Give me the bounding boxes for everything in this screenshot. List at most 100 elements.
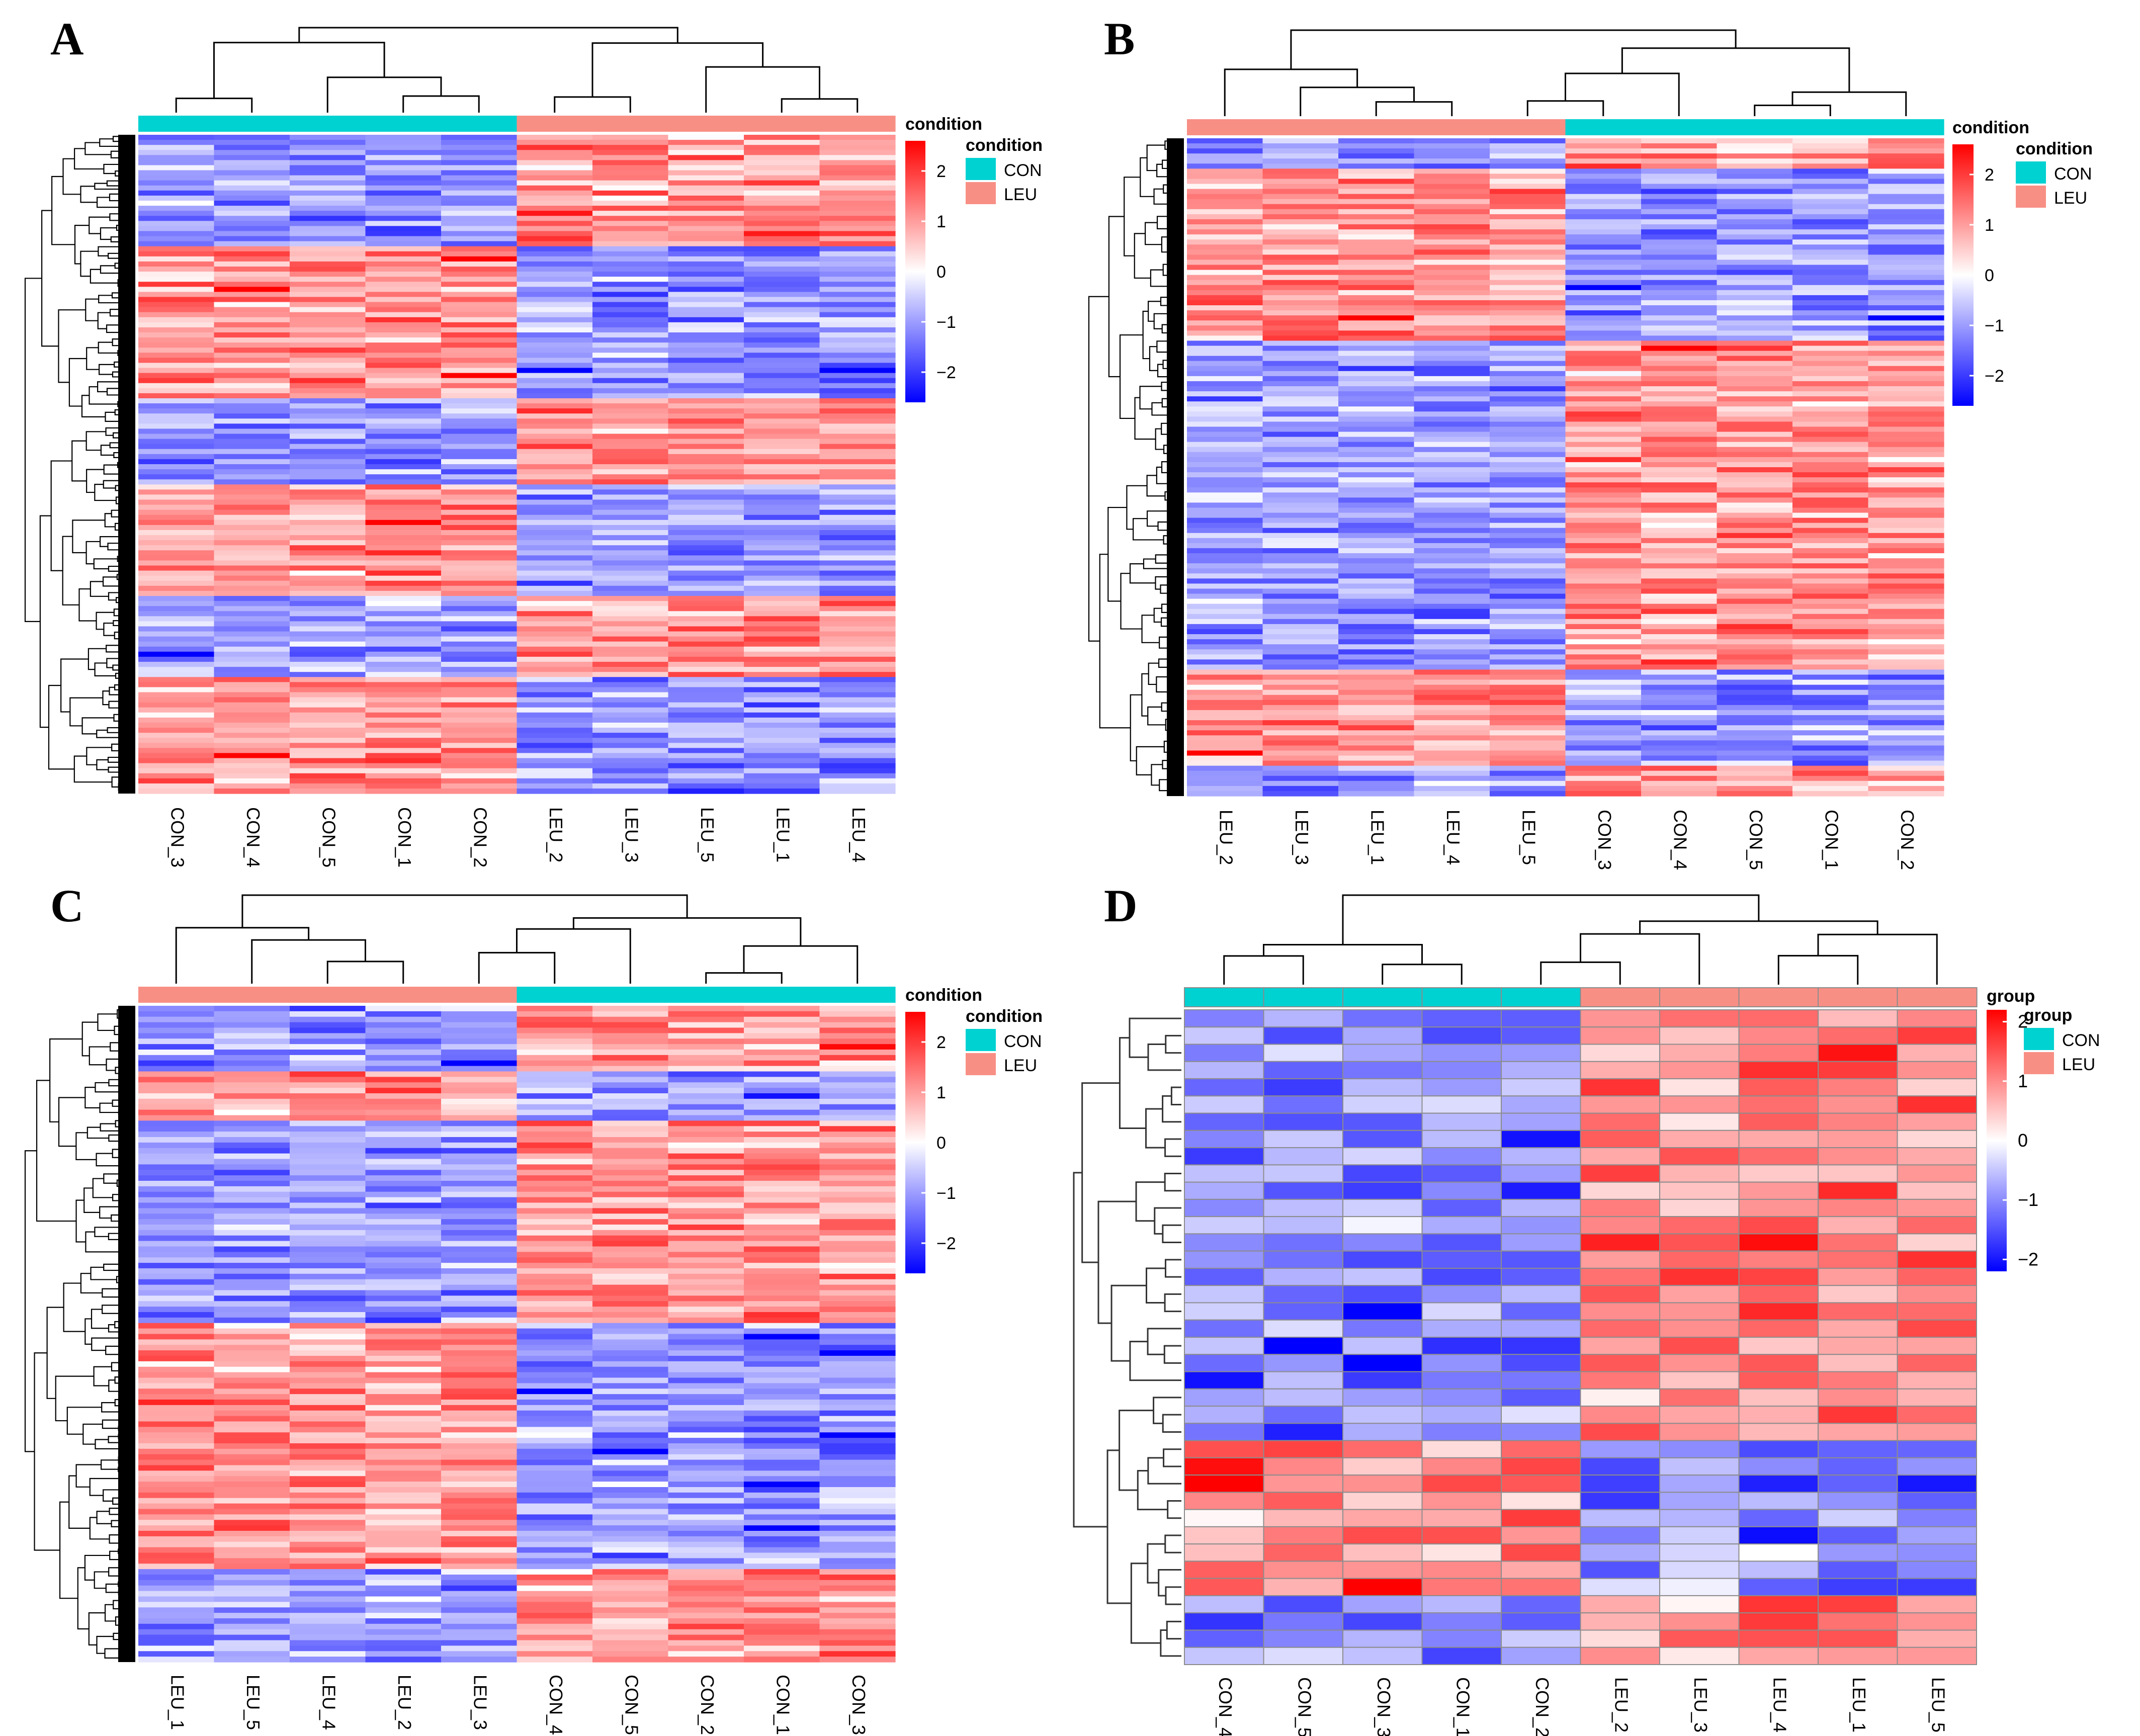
heatmap-cell [668,1345,744,1351]
heatmap-cell [1659,1423,1740,1441]
heatmap-cell [1868,184,1944,190]
heatmap-cell [517,1394,593,1400]
heatmap-cell [138,1027,215,1033]
heatmap-cell [1868,244,1944,250]
heatmap-cell [517,383,593,389]
heatmap-cell [1897,1337,1977,1355]
heatmap-cell [214,1120,290,1126]
heatmap-cell [365,525,442,531]
heatmap-cell [1414,325,1490,331]
heatmap-cell [1717,376,1793,382]
heatmap-cell [138,439,215,445]
heatmap-cell [214,1525,290,1531]
heatmap-cell [668,1470,744,1477]
heatmap-cell [1868,543,1944,549]
panel-A-sample-label: CON_3 [167,807,188,867]
heatmap-cell [1641,558,1718,564]
heatmap-cell [1792,143,1869,149]
heatmap-cell [819,738,896,743]
heatmap-cell [138,302,215,308]
heatmap-cell [1187,386,1263,392]
heatmap-cell [1868,598,1944,604]
heatmap-cell [592,464,669,470]
row-dendrogram-branch [91,1309,109,1329]
heatmap-cell [592,646,669,652]
heatmap-cell [592,1623,669,1630]
heatmap-cell [819,1377,896,1383]
heatmap-cell [1414,401,1490,407]
heatmap-cell [1187,705,1263,711]
heatmap-cell [365,1476,442,1482]
heatmap-cell [290,1459,366,1466]
heatmap-cell [1565,593,1642,599]
heatmap-cell [744,241,820,247]
heatmap-cell [290,1197,366,1203]
heatmap-cell [1565,765,1642,771]
row-dendrogram-branch [58,1097,85,1147]
heatmap-cell [819,1465,896,1471]
heatmap-cell [592,1202,669,1208]
heatmap-cell [214,1634,290,1641]
heatmap-cell [365,778,442,784]
row-dendrogram-branch [89,1517,110,1540]
heatmap-cell [1342,1078,1423,1097]
heatmap-cell [1263,1061,1343,1080]
heatmap-cell [1338,431,1415,438]
heatmap-cell [1263,1578,1343,1596]
heatmap-cell [592,423,669,429]
heatmap-cell [1338,674,1415,680]
heatmap-cell [1641,791,1718,797]
heatmap-cell [365,1126,442,1132]
column-dendrogram-branch [1777,954,1859,985]
heatmap-cell [1421,1112,1502,1131]
heatmap-cell [1792,644,1869,650]
heatmap-cell [1338,356,1415,362]
heatmap-cell [138,1607,215,1613]
heatmap-cell [592,190,669,196]
heatmap-cell [1868,259,1944,266]
heatmap-cell [365,1427,442,1433]
heatmap-cell [517,1410,593,1417]
heatmap-cell [1414,639,1490,645]
heatmap-cell [1414,467,1490,473]
heatmap-cell [1262,786,1339,792]
heatmap-cell [1184,1457,1264,1476]
heatmap-cell [1565,421,1642,427]
annotation-cell [668,987,744,1003]
heatmap-cell [592,1596,669,1602]
heatmap-cell [1338,153,1415,159]
heatmap-cell [214,1175,290,1181]
heatmap-cell [517,1427,593,1433]
heatmap-cell [441,1328,518,1335]
heatmap-cell [1187,254,1263,261]
row-dendrogram-branch [97,312,111,329]
row-dendrogram-branch [96,1635,114,1654]
heatmap-cell [290,479,366,485]
heatmap-cell [1414,351,1490,357]
heatmap-cell [1717,533,1793,539]
heatmap-cell [1868,340,1944,346]
heatmap-cell [138,621,215,627]
heatmap-cell [1263,1423,1343,1441]
heatmap-cell [668,1115,744,1121]
heatmap-cell [1338,644,1415,650]
panel-C-sample-label: LEU_4 [319,1675,339,1730]
heatmap-cell [138,1372,215,1378]
heatmap-cell [214,277,290,282]
heatmap-cell [1717,239,1793,245]
heatmap-cell [1338,249,1415,255]
heatmap-cell [517,1016,593,1023]
heatmap-cell [365,646,442,652]
heatmap-cell [592,1492,669,1499]
heatmap-cell [365,1438,442,1444]
heatmap-cell [592,1613,669,1619]
heatmap-cell [517,342,593,348]
heatmap-cell [668,1448,744,1455]
heatmap-cell [668,1383,744,1389]
heatmap-cell [1338,325,1415,331]
heatmap-cell [517,1317,593,1324]
heatmap-cell [744,1273,820,1280]
panel-A-sample-label: CON_4 [243,807,264,867]
heatmap-cell [517,489,593,495]
heatmap-cell [668,1126,744,1132]
